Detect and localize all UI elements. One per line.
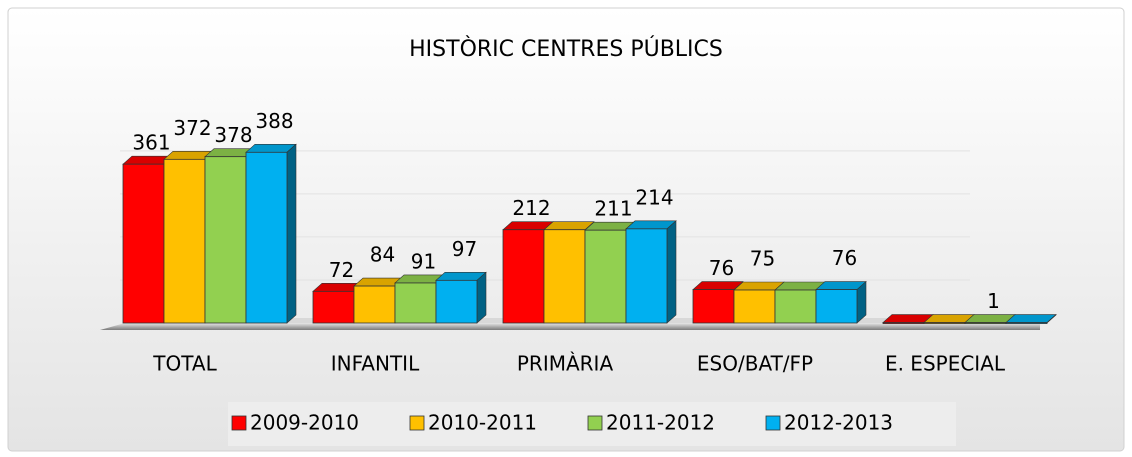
bar (625, 228, 668, 324)
x-tick-label: E. ESPECIAL (885, 352, 1006, 376)
bar (312, 290, 355, 324)
bar (122, 163, 165, 324)
bar (815, 289, 858, 324)
bar (774, 289, 817, 324)
value-label: 84 (370, 243, 395, 267)
value-label: 76 (832, 246, 857, 270)
bar-side (666, 220, 677, 324)
bar (502, 229, 545, 324)
value-label: 1 (987, 289, 1000, 313)
bar (163, 158, 206, 324)
x-tick-label: ESO/BAT/FP (697, 352, 813, 376)
bar (733, 289, 776, 324)
bar (394, 282, 437, 324)
floor (100, 323, 1040, 330)
legend-label: 2009-2010 (250, 411, 359, 435)
x-tick-label: TOTAL (152, 352, 217, 376)
bar (964, 322, 1007, 324)
bar (692, 289, 735, 324)
bar (1005, 322, 1048, 324)
bar (245, 151, 288, 324)
legend-swatch (587, 415, 603, 431)
bar (923, 322, 966, 324)
value-label: 97 (452, 237, 477, 261)
bar (435, 279, 478, 324)
bar-side (286, 143, 297, 324)
legend-swatch (231, 415, 247, 431)
bar (882, 322, 925, 324)
bar-side (476, 271, 487, 324)
chart-title: HISTÒRIC CENTRES PÚBLICS (409, 36, 723, 62)
legend-label: 2012-2013 (784, 411, 893, 435)
value-label: 91 (411, 249, 436, 273)
value-label: 378 (214, 123, 252, 147)
value-label: 212 (512, 196, 550, 220)
legend-swatch (409, 415, 425, 431)
value-label: 388 (255, 109, 293, 133)
bar (353, 285, 396, 324)
bar (204, 156, 247, 324)
x-tick-label: INFANTIL (331, 352, 420, 376)
value-label: 214 (635, 185, 673, 209)
value-label: 76 (709, 256, 734, 280)
legend-label: 2010-2011 (428, 411, 537, 435)
value-label: 72 (329, 258, 354, 282)
value-label: 372 (173, 116, 211, 140)
value-label: 75 (750, 247, 775, 271)
bar (543, 229, 586, 324)
legend-label: 2011-2012 (606, 411, 715, 435)
value-label: 361 (132, 131, 170, 155)
x-tick-label: PRIMÀRIA (517, 352, 614, 376)
legend-swatch (765, 415, 781, 431)
value-label: 211 (594, 197, 632, 221)
bar (584, 229, 627, 324)
